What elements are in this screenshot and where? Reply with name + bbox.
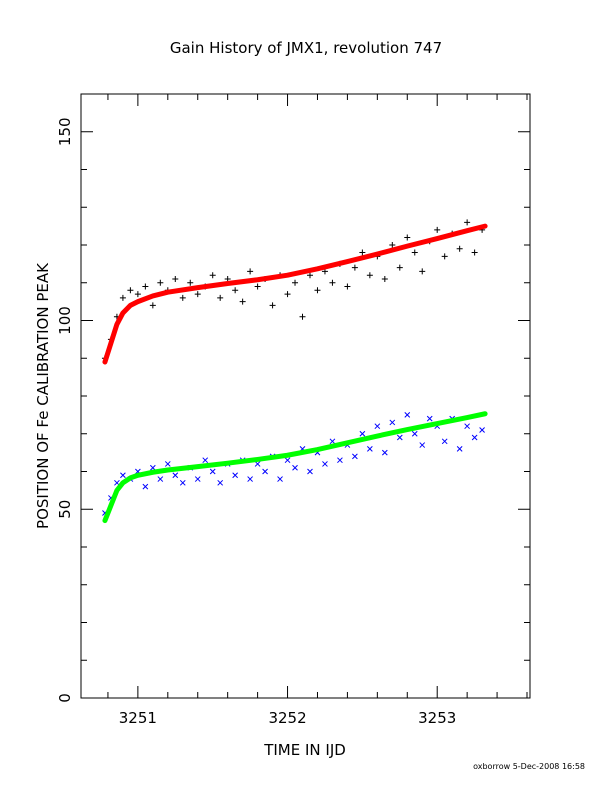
fit-curve	[102, 223, 488, 365]
data-point	[411, 249, 418, 256]
data-point	[224, 275, 231, 282]
data-point	[232, 472, 239, 479]
data-point	[411, 430, 418, 437]
x-axis-label: TIME IN IJD	[263, 741, 346, 759]
data-point	[456, 245, 463, 252]
series-2	[102, 412, 485, 516]
y-axis-label: POSITION OF Fe CALIBRATION PEAK	[34, 262, 52, 529]
y-tick-label: 50	[56, 500, 74, 519]
plot-frame	[80, 93, 531, 699]
data-point	[202, 457, 209, 464]
data-point	[367, 445, 373, 452]
data-point	[314, 287, 321, 294]
data-point	[239, 298, 246, 305]
data-point	[120, 472, 126, 479]
data-point	[247, 476, 253, 482]
data-point	[254, 461, 261, 467]
x-tick-label: 3252	[268, 709, 306, 727]
data-point	[419, 442, 426, 448]
data-point	[179, 479, 186, 486]
fit-curve	[102, 411, 488, 524]
data-point	[277, 476, 283, 482]
data-point	[194, 291, 201, 298]
chart-title: Gain History of JMX1, revolution 747	[170, 39, 442, 57]
data-point	[142, 283, 149, 290]
data-point	[284, 291, 291, 298]
data-point	[464, 219, 471, 226]
data-point	[194, 476, 201, 482]
data-point	[284, 457, 291, 464]
footer-credit: oxborrow 5-Dec-2008 16:58	[473, 762, 585, 771]
data-point	[329, 438, 336, 445]
data-point	[292, 279, 299, 286]
data-point	[396, 264, 403, 271]
data-point	[217, 479, 224, 486]
data-point	[374, 423, 381, 430]
series-3	[102, 411, 488, 524]
data-point	[479, 427, 485, 433]
data-point	[404, 234, 411, 241]
data-point	[149, 464, 156, 471]
data-point	[134, 291, 141, 298]
data-point	[187, 279, 194, 286]
data-point	[262, 468, 268, 475]
data-point	[179, 294, 186, 301]
data-point	[254, 283, 261, 290]
data-point	[471, 249, 478, 256]
data-point	[172, 472, 179, 479]
data-point	[306, 272, 313, 279]
data-point	[366, 272, 373, 279]
data-point	[419, 268, 426, 275]
data-point	[434, 226, 441, 233]
data-point	[337, 457, 343, 464]
data-point	[157, 476, 164, 482]
data-point	[344, 283, 351, 290]
data-point	[127, 287, 134, 294]
series-1	[102, 223, 488, 365]
data-point	[441, 438, 448, 445]
data-point	[404, 412, 411, 418]
data-point	[381, 449, 388, 456]
y-tick-label: 150	[56, 117, 74, 146]
data-point	[307, 468, 313, 475]
data-point	[389, 242, 396, 248]
y-tick-label: 0	[56, 693, 74, 703]
data-point	[329, 279, 336, 286]
data-point	[426, 415, 433, 422]
data-point	[396, 434, 403, 441]
x-tick-label: 3253	[418, 709, 456, 727]
data-point	[471, 434, 478, 441]
data-point	[157, 279, 164, 286]
data-point	[299, 313, 306, 320]
data-point	[322, 461, 328, 467]
data-point	[142, 483, 149, 490]
data-point	[269, 302, 276, 309]
data-point	[247, 268, 254, 275]
data-point	[352, 453, 358, 460]
data-point	[172, 275, 179, 282]
x-tick-label: 3251	[119, 709, 157, 727]
data-point	[217, 294, 224, 301]
data-point	[209, 272, 216, 279]
data-point	[389, 419, 396, 426]
data-point	[351, 264, 358, 271]
data-point	[164, 461, 171, 467]
data-point	[456, 445, 463, 452]
y-tick-label: 100	[56, 306, 74, 335]
data-point	[292, 464, 298, 471]
data-point	[359, 249, 366, 256]
data-point	[359, 430, 366, 437]
data-point	[119, 294, 126, 301]
data-point	[232, 287, 239, 294]
data-point	[441, 253, 448, 260]
data-point	[381, 275, 388, 282]
data-point	[149, 302, 156, 309]
data-point	[209, 468, 216, 475]
data-point	[464, 423, 470, 430]
